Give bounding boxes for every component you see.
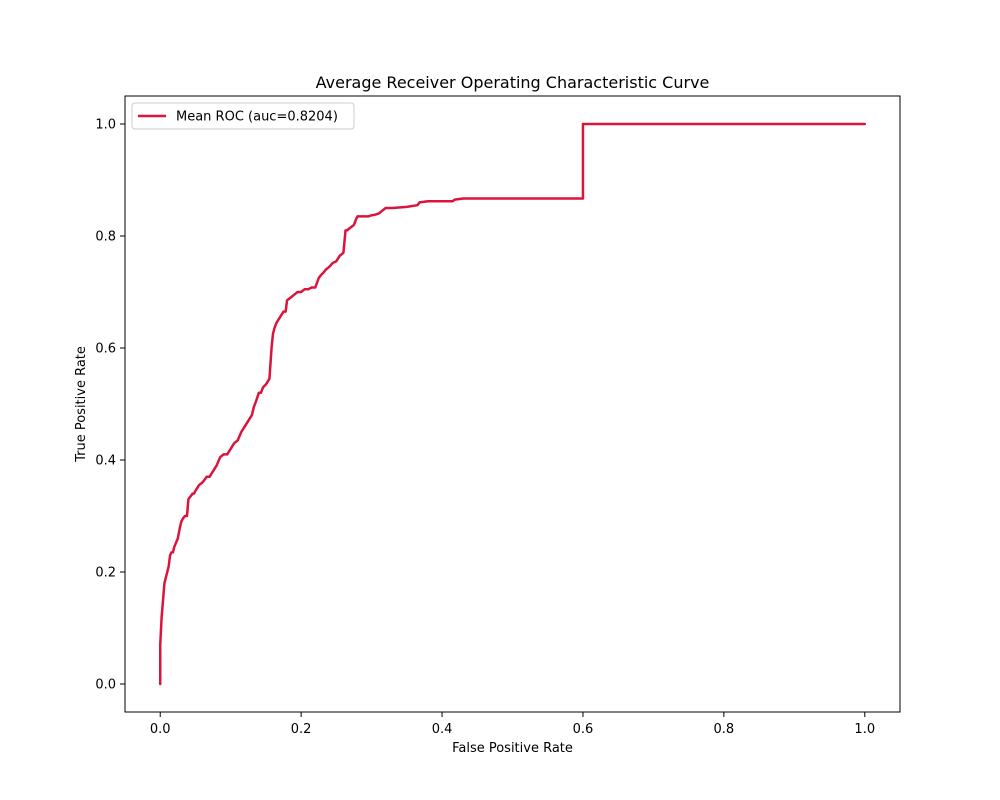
x-tick-label: 0.6 bbox=[573, 722, 594, 737]
legend-box bbox=[131, 102, 355, 130]
x-axis-title: False Positive Rate bbox=[452, 741, 573, 756]
x-tick-label: 0.8 bbox=[714, 722, 735, 737]
plot-area bbox=[158, 122, 867, 686]
plot-frame bbox=[124, 95, 901, 713]
x-tick-label: 0.0 bbox=[150, 722, 171, 737]
chart-title: Average Receiver Operating Characteristi… bbox=[316, 73, 710, 92]
legend: Mean ROC (auc=0.8204) bbox=[131, 102, 355, 130]
y-tick-label: 1.0 bbox=[95, 118, 116, 133]
x-tick-label: 0.2 bbox=[291, 722, 312, 737]
x-tick-label: 0.4 bbox=[432, 722, 453, 737]
series-line-mean-roc bbox=[158, 122, 867, 686]
x-axis: 0.0 0.2 0.4 0.6 0.8 1.0 bbox=[150, 712, 875, 737]
x-tick-label: 1.0 bbox=[854, 722, 875, 737]
y-tick-label: 0.6 bbox=[95, 342, 116, 357]
y-tick-label: 0.8 bbox=[95, 230, 116, 245]
y-tick-label: 0.2 bbox=[95, 566, 116, 581]
y-tick-label: 0.0 bbox=[95, 678, 116, 693]
y-tick-label: 0.4 bbox=[95, 454, 116, 469]
y-axis-title: True Positive Rate bbox=[74, 346, 89, 463]
y-axis: 0.0 0.2 0.4 0.6 0.8 1.0 bbox=[95, 118, 125, 693]
legend-label: Mean ROC (auc=0.8204) bbox=[176, 110, 338, 125]
